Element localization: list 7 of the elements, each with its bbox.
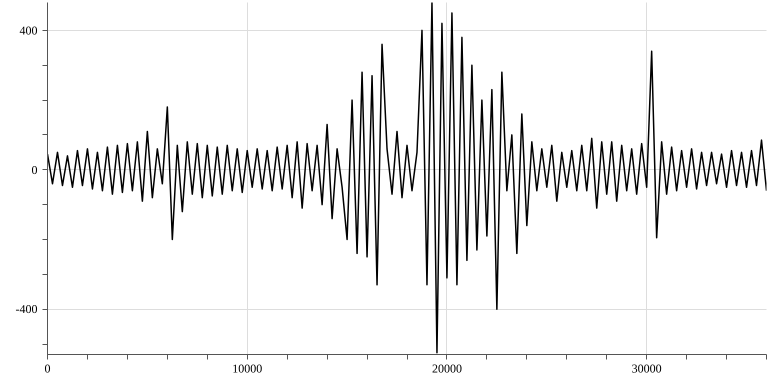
x-tick-label: 20000 <box>432 362 462 376</box>
y-tick-label: 0 <box>32 162 38 177</box>
x-tick-label: 30000 <box>632 362 662 376</box>
x-tick-label: 0 <box>44 362 50 376</box>
x-tick-label: 10000 <box>232 362 262 376</box>
y-tick-label: -400 <box>16 302 38 316</box>
y-tick-label: 400 <box>20 23 38 38</box>
